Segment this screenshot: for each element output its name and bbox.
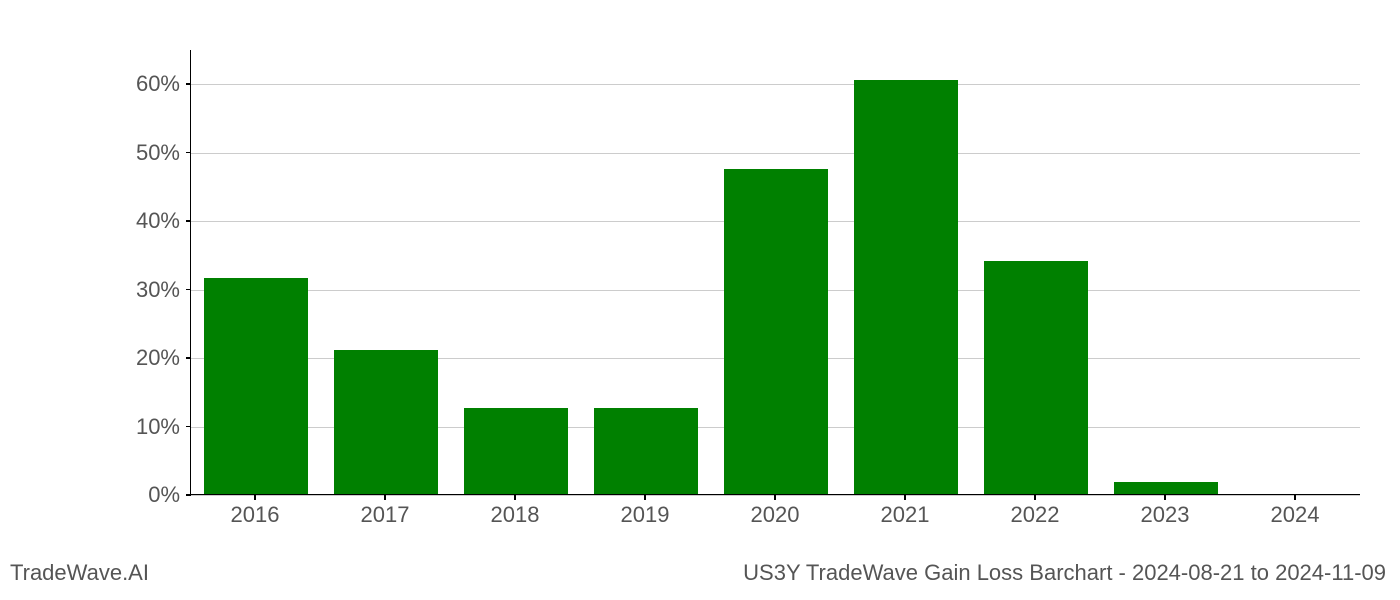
y-tick-mark xyxy=(186,357,191,359)
gridline xyxy=(191,153,1360,154)
x-tick-mark xyxy=(774,495,776,500)
x-tick-label: 2024 xyxy=(1271,502,1320,528)
y-tick-label: 0% xyxy=(120,482,180,508)
bar-chart: 0%10%20%30%40%50%60% 2016201720182019202… xyxy=(115,50,1360,520)
x-tick-label: 2021 xyxy=(881,502,930,528)
footer-left-text: TradeWave.AI xyxy=(10,560,149,586)
x-tick-mark xyxy=(254,495,256,500)
x-tick-label: 2022 xyxy=(1011,502,1060,528)
y-tick-mark xyxy=(186,83,191,85)
bar xyxy=(464,408,568,494)
y-tick-label: 20% xyxy=(120,345,180,371)
bar xyxy=(334,350,438,494)
x-tick-mark xyxy=(514,495,516,500)
y-tick-mark xyxy=(186,289,191,291)
bar xyxy=(854,80,958,494)
y-tick-mark xyxy=(186,220,191,222)
footer-right-text: US3Y TradeWave Gain Loss Barchart - 2024… xyxy=(743,560,1386,586)
y-tick-label: 10% xyxy=(120,414,180,440)
x-tick-mark xyxy=(1164,495,1166,500)
y-tick-label: 40% xyxy=(120,208,180,234)
x-tick-label: 2020 xyxy=(751,502,800,528)
x-tick-mark xyxy=(644,495,646,500)
x-tick-mark xyxy=(1034,495,1036,500)
x-tick-label: 2023 xyxy=(1141,502,1190,528)
x-tick-mark xyxy=(1294,495,1296,500)
plot-area xyxy=(190,50,1360,495)
bar xyxy=(594,408,698,494)
y-tick-mark xyxy=(186,152,191,154)
y-tick-mark xyxy=(186,494,191,496)
x-tick-mark xyxy=(904,495,906,500)
bar xyxy=(1114,482,1218,494)
x-tick-label: 2017 xyxy=(361,502,410,528)
x-tick-label: 2016 xyxy=(231,502,280,528)
y-tick-label: 60% xyxy=(120,71,180,97)
bar xyxy=(204,278,308,494)
y-tick-mark xyxy=(186,426,191,428)
bar xyxy=(724,169,828,494)
x-tick-label: 2019 xyxy=(621,502,670,528)
x-tick-label: 2018 xyxy=(491,502,540,528)
bar xyxy=(984,261,1088,494)
gridline xyxy=(191,84,1360,85)
x-tick-mark xyxy=(384,495,386,500)
y-tick-label: 30% xyxy=(120,277,180,303)
y-tick-label: 50% xyxy=(120,140,180,166)
